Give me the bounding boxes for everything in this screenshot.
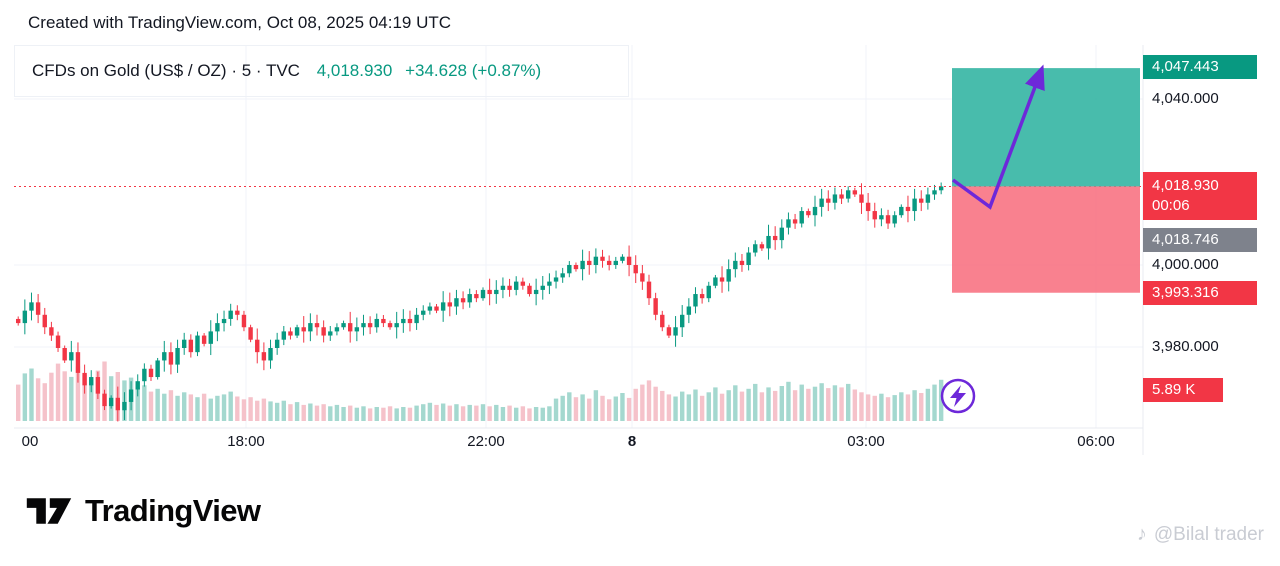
tradingview-logo-icon [26,492,72,530]
chart-legend: CFDs on Gold (US$ / OZ) · 5 · TVC 4,018.… [32,61,541,81]
symbol-title[interactable]: CFDs on Gold (US$ / OZ) · 5 · TVC [32,61,300,80]
volume-badge: 5.89 K [1143,378,1223,402]
price-axis-label: 4,040.000 [1152,90,1219,107]
target-price-badge: 4,047.443 [1143,55,1257,79]
price-change-value: +34.628 (+0.87%) [405,61,542,80]
legend-box [14,45,629,97]
long-position-loss-zone[interactable] [952,186,1140,293]
price-axis-label: 3,980.000 [1152,338,1219,355]
stop-price-badge: 3,993.316 [1143,281,1257,305]
time-label: 18:00 [227,433,265,450]
time-label: 22:00 [467,433,505,450]
music-note-icon: ♪ [1136,523,1147,545]
long-position-profit-zone[interactable] [952,68,1140,187]
price-axis-label: 4,000.000 [1152,256,1219,273]
time-label: 00 [21,433,39,450]
watermark-text: @Bilal trader [1153,523,1264,545]
footer-brand: TradingView [26,492,261,530]
time-axis[interactable] [14,428,1143,458]
time-label-date: 8 [627,433,637,450]
last-price-badge: 4,018.930 00:06 [1143,172,1257,220]
last-price-text: 4,018.930 [1152,177,1219,194]
bar-countdown: 00:06 [1152,197,1190,214]
credit-text: Created with TradingView.com, Oct 08, 20… [28,13,452,32]
candles-layer [16,182,944,422]
lightning-icon[interactable] [940,378,976,414]
volume-layer [16,361,944,421]
last-price-value: 4,018.930 [316,61,393,80]
author-watermark: ♪ @Bilal trader [1137,523,1264,546]
trend-arrow[interactable] [951,64,1045,210]
time-label: 06:00 [1077,433,1115,450]
prev-close-badge: 4,018.746 [1143,228,1257,252]
brand-name: TradingView [85,493,261,528]
time-label: 03:00 [847,433,885,450]
